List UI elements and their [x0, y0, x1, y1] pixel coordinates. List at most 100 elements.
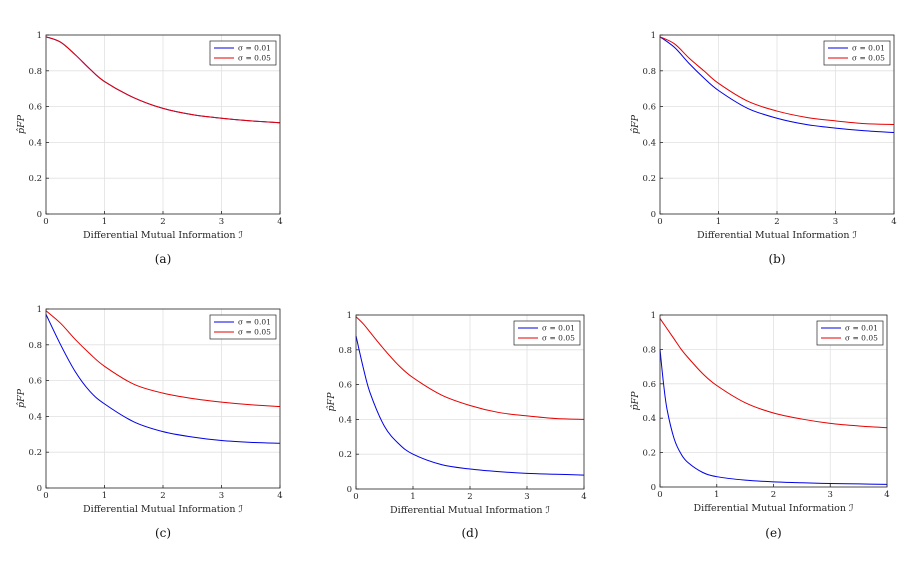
- series-line-red: [45, 310, 281, 408]
- x-tick-label: 3: [833, 217, 838, 227]
- x-tick-label: 4: [277, 217, 282, 227]
- series-line-blue: [659, 36, 895, 134]
- series-line-red: [659, 318, 888, 429]
- x-tick-label: 2: [160, 217, 165, 227]
- series-line-blue: [45, 314, 281, 444]
- legend-entry: σ = 0.01: [238, 318, 271, 327]
- y-tick-label: 0: [37, 484, 42, 494]
- legend-entry: σ = 0.01: [542, 324, 575, 333]
- x-tick-label: 2: [774, 217, 779, 227]
- y-tick-label: 0: [347, 485, 352, 495]
- y-axis-label: p̂FP: [630, 391, 641, 411]
- y-tick-label: 0.2: [28, 174, 42, 184]
- subfigure-caption: (a): [155, 252, 172, 266]
- legend-entry: σ = 0.05: [845, 334, 878, 343]
- x-tick-label: 4: [884, 490, 889, 500]
- x-tick-label: 0: [353, 492, 358, 502]
- y-axis-label: p̂FP: [16, 388, 27, 408]
- legend-entry: σ = 0.05: [852, 54, 885, 63]
- y-tick-label: 0.2: [642, 449, 656, 459]
- legend-box: [823, 40, 891, 66]
- series-line-blue: [659, 349, 888, 485]
- x-tick-label: 0: [657, 490, 662, 500]
- subfigure-caption: (e): [765, 526, 781, 540]
- x-tick-label: 0: [43, 217, 48, 227]
- x-tick-label: 4: [581, 492, 586, 502]
- y-tick-label: 0: [651, 483, 656, 493]
- subfigure-caption: (b): [768, 252, 785, 266]
- x-tick-label: 4: [277, 491, 282, 501]
- y-tick-label: 1: [651, 311, 656, 321]
- legend-entry: σ = 0.05: [238, 54, 271, 63]
- y-tick-label: 0.8: [642, 67, 656, 77]
- y-tick-label: 1: [37, 31, 42, 41]
- x-tick-label: 0: [657, 217, 662, 227]
- y-tick-label: 0.2: [28, 448, 42, 458]
- x-tick-label: 3: [828, 490, 833, 500]
- y-tick-label: 0.4: [642, 138, 656, 148]
- chart-b: 0 1 2 3 4 0 0.2 0.4 0.6 0.8 1 Differential Mutual I…: [630, 31, 897, 266]
- legend-box: [209, 314, 277, 340]
- y-tick-label: 0.6: [642, 380, 656, 390]
- y-tick-label: 0.4: [28, 138, 42, 148]
- y-tick-label: 1: [37, 305, 42, 315]
- legend-entry: σ = 0.01: [852, 44, 885, 53]
- y-tick-label: 1: [651, 31, 656, 41]
- series-line-red: [45, 36, 281, 124]
- x-tick-label: 3: [219, 491, 224, 501]
- chart-c: 0 1 2 3 4 0 0.2 0.4 0.6 0.8 1 Differential Mutual I…: [16, 305, 283, 540]
- x-tick-label: 3: [219, 217, 224, 227]
- x-axis-label: Differential Mutual Information ℐ: [83, 504, 243, 515]
- x-tick-label: 1: [102, 491, 107, 501]
- subfigure-caption: (d): [461, 526, 478, 540]
- y-tick-label: 0.8: [28, 341, 42, 351]
- y-tick-label: 0.2: [642, 174, 656, 184]
- chart-a: 0 1 2 3 4 0 0.2 0.4 0.6 0.8 1 Differential Mutual I…: [16, 31, 283, 266]
- chart-e: 0 1 2 3 4 0 0.2 0.4 0.6 0.8 1 Differential Mutual I…: [630, 311, 890, 540]
- x-tick-label: 1: [102, 217, 107, 227]
- y-axis-label: p̂FP: [16, 114, 27, 134]
- legend: σ = 0.01σ = 0.05: [209, 40, 277, 66]
- y-tick-label: 0.6: [642, 103, 656, 113]
- legend: σ = 0.01σ = 0.05: [209, 314, 277, 340]
- series-line-blue: [355, 335, 585, 476]
- legend-entry: σ = 0.01: [238, 44, 271, 53]
- x-tick-label: 2: [160, 491, 165, 501]
- chart-d: 0 1 2 3 4 0 0.2 0.4 0.6 0.8 1 Differential Mutual I…: [326, 311, 587, 540]
- legend: σ = 0.01σ = 0.05: [816, 320, 884, 346]
- x-tick-label: 1: [410, 492, 415, 502]
- legend: σ = 0.01σ = 0.05: [513, 320, 581, 346]
- y-tick-label: 0.6: [28, 103, 42, 113]
- legend-entry: σ = 0.05: [238, 328, 271, 337]
- x-tick-label: 4: [891, 217, 896, 227]
- series-line-red: [355, 316, 585, 420]
- x-tick-label: 3: [524, 492, 529, 502]
- legend-box: [209, 40, 277, 66]
- legend-box: [513, 320, 581, 346]
- y-tick-label: 0.6: [28, 377, 42, 387]
- x-axis-label: Differential Mutual Information ℐ: [694, 503, 854, 514]
- x-tick-label: 1: [716, 217, 721, 227]
- x-tick-label: 2: [771, 490, 776, 500]
- subfigure-caption: (c): [155, 526, 171, 540]
- x-tick-label: 1: [714, 490, 719, 500]
- y-tick-label: 1: [347, 311, 352, 321]
- y-tick-label: 0.4: [28, 412, 42, 422]
- y-tick-label: 0.2: [338, 450, 352, 460]
- y-axis-label: p̂FP: [326, 392, 337, 412]
- x-tick-label: 2: [467, 492, 472, 502]
- legend-entry: σ = 0.05: [542, 334, 575, 343]
- x-axis-label: Differential Mutual Information ℐ: [697, 230, 857, 241]
- y-tick-label: 0.8: [28, 67, 42, 77]
- series-line-red: [659, 36, 895, 125]
- legend-entry: σ = 0.01: [845, 324, 878, 333]
- y-tick-label: 0.4: [642, 414, 656, 424]
- x-axis-label: Differential Mutual Information ℐ: [83, 230, 243, 241]
- y-tick-label: 0: [651, 210, 656, 220]
- legend: σ = 0.01σ = 0.05: [823, 40, 891, 66]
- y-tick-label: 0.8: [338, 346, 352, 356]
- y-tick-label: 0: [37, 210, 42, 220]
- y-tick-label: 0.8: [642, 345, 656, 355]
- y-tick-label: 0.4: [338, 415, 352, 425]
